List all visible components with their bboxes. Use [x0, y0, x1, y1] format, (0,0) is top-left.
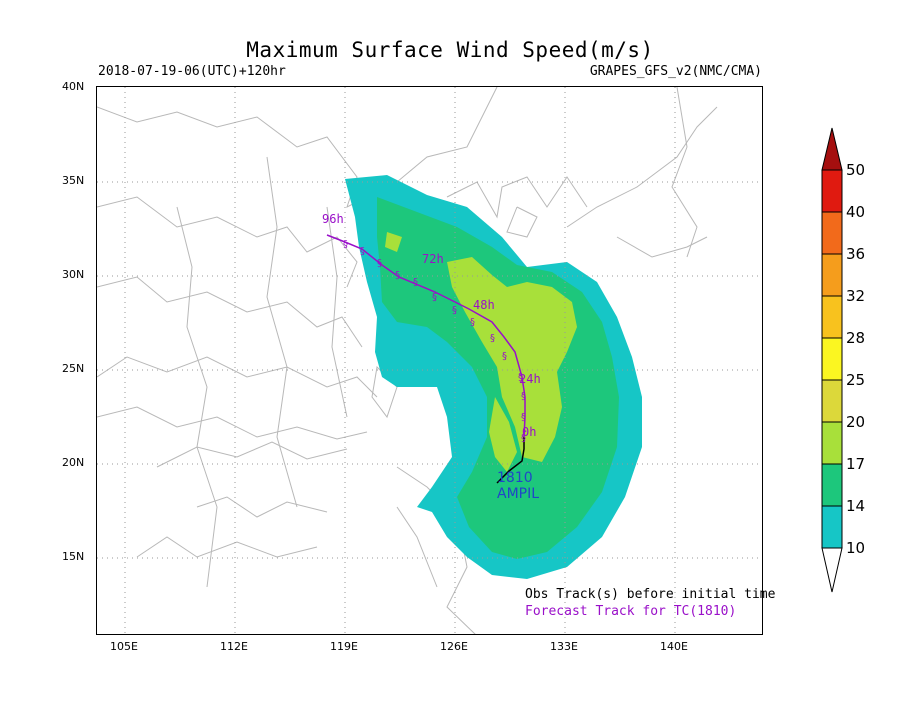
lat-label-30n: 30N [62, 268, 85, 281]
lon-label-105e: 105E [110, 640, 138, 653]
svg-text:§: § [518, 372, 523, 383]
svg-text:§: § [395, 270, 400, 281]
colorbar-level-40: 40 [846, 203, 866, 221]
svg-text:§: § [521, 391, 526, 402]
svg-text:§: § [502, 351, 507, 362]
lon-label-112e: 112E [220, 640, 248, 653]
track-label-0h: 0h [522, 425, 537, 439]
colorbar [821, 127, 843, 594]
colorbar-level-14: 14 [846, 497, 866, 515]
colorbar-level-17: 17 [846, 455, 866, 473]
svg-text:§: § [432, 292, 437, 303]
svg-text:§: § [360, 246, 365, 257]
track-label-24h: 24h [519, 372, 541, 386]
svg-text:§: § [452, 305, 457, 316]
lon-label-133e: 133E [550, 640, 578, 653]
colorbar-level-28: 28 [846, 329, 866, 347]
obs-track-line [496, 437, 525, 484]
model-name: GRAPES_GFS_v2(NMC/CMA) [589, 64, 762, 79]
svg-text:§: § [490, 333, 495, 344]
lat-label-20n: 20N [62, 456, 85, 469]
colorbar-level-20: 20 [846, 413, 866, 431]
storm-id: 1810 [497, 470, 533, 486]
graticule [97, 87, 762, 634]
lon-label-119e: 119E [330, 640, 358, 653]
map-panel: § § § § § § § § § § § § § § [96, 86, 763, 635]
svg-text:§: § [521, 412, 526, 423]
colorbar-level-50: 50 [846, 161, 866, 179]
forecast-track-note: Forecast Track for TC(1810) [525, 604, 737, 619]
run-info: 2018-07-19-06(UTC)+120hr [98, 64, 286, 79]
map-canvas: § § § § § § § § § § § § § § [97, 87, 762, 634]
chart-title: Maximum Surface Wind Speed(m/s) [246, 38, 654, 62]
track-label-72h: 72h [422, 252, 444, 266]
svg-text:§: § [521, 433, 526, 444]
svg-text:§: § [343, 239, 348, 250]
track-label-96h: 96h [322, 212, 344, 226]
wind-speed-shading [345, 175, 642, 579]
lat-label-25n: 25N [62, 362, 85, 375]
lat-label-35n: 35N [62, 174, 85, 187]
svg-text:§: § [377, 258, 382, 269]
track-markers: § § § § § § § § § § § § § § [343, 239, 526, 444]
colorbar-level-32: 32 [846, 287, 866, 305]
colorbar-level-10: 10 [846, 539, 866, 557]
forecast-track-line [326, 234, 526, 438]
lat-label-15n: 15N [62, 550, 85, 563]
lon-label-140e: 140E [660, 640, 688, 653]
colorbar-level-25: 25 [846, 371, 866, 389]
svg-text:§: § [413, 277, 418, 288]
obs-track-note: Obs Track(s) before initial time [525, 587, 776, 602]
storm-name: AMPIL [497, 486, 540, 502]
colorbar-graphic [821, 127, 843, 593]
lat-label-40n: 40N [62, 80, 85, 93]
lon-label-126e: 126E [440, 640, 468, 653]
colorbar-level-36: 36 [846, 245, 866, 263]
svg-text:§: § [470, 317, 475, 328]
track-label-48h: 48h [473, 298, 495, 312]
